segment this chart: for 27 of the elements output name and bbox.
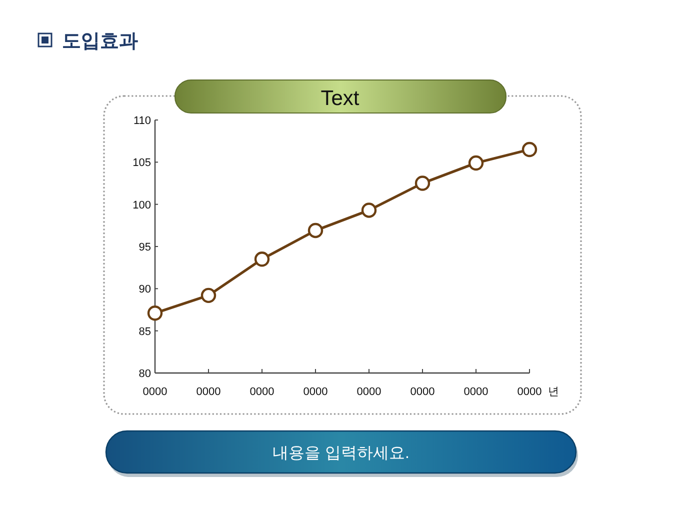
y-tick-label: 80 bbox=[138, 368, 151, 380]
x-tick-label: 0000 bbox=[356, 386, 382, 398]
point bbox=[468, 155, 484, 171]
point bbox=[254, 252, 270, 267]
y-tick-label: 90 bbox=[138, 284, 151, 296]
point bbox=[414, 176, 430, 191]
x-axis-title: 년 bbox=[548, 386, 559, 398]
y-tick-label: 110 bbox=[133, 115, 151, 127]
point bbox=[522, 142, 538, 158]
chart-title: 도입효과 bbox=[62, 31, 138, 52]
y-tick-label: 95 bbox=[138, 242, 151, 254]
y-tick-label: 100 bbox=[132, 199, 151, 212]
x-tick-label: 0000 bbox=[196, 386, 221, 398]
point bbox=[308, 222, 324, 238]
x-tick-label: 0000 bbox=[250, 386, 274, 398]
point bbox=[200, 288, 216, 304]
y-tick-label: 105 bbox=[132, 157, 151, 170]
point bbox=[361, 202, 377, 218]
text: 내용을 입력하세요. bbox=[272, 445, 410, 462]
x-tick-label: 0000 bbox=[142, 386, 168, 398]
chart-subtitle: Text bbox=[320, 87, 360, 110]
x-tick-label: 0000 bbox=[464, 386, 488, 398]
x-tick-label: 0000 bbox=[517, 386, 542, 398]
x-tick-label: 0000 bbox=[303, 386, 328, 398]
x-tick-label: 0000 bbox=[410, 386, 435, 398]
y-tick-label: 85 bbox=[138, 326, 151, 338]
point bbox=[147, 306, 163, 321]
